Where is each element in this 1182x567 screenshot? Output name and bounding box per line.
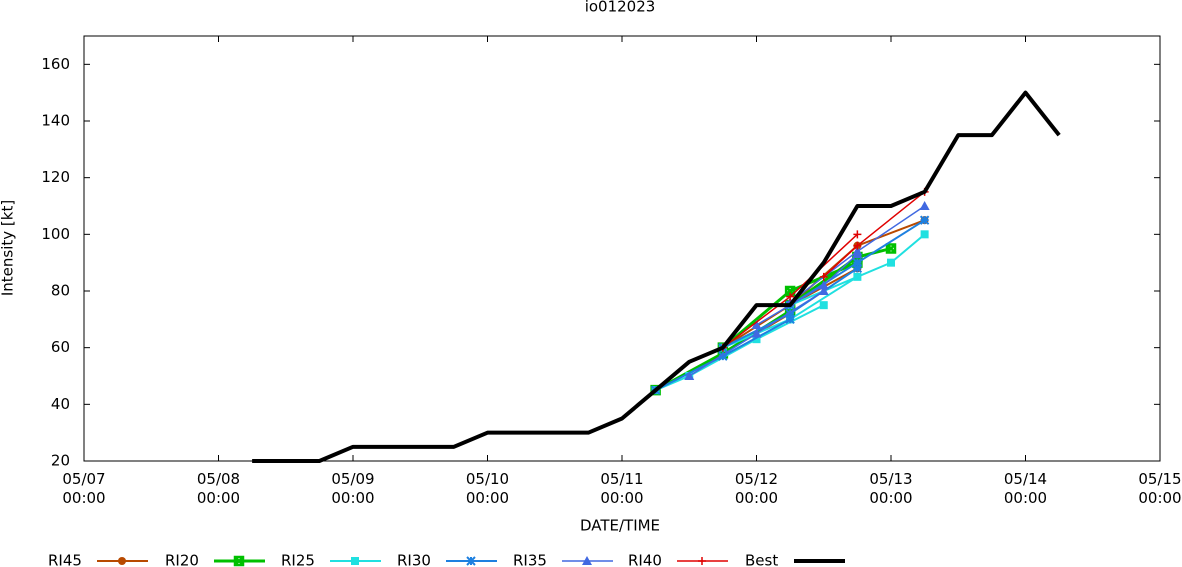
marker — [819, 301, 828, 310]
marker — [818, 280, 829, 290]
marker — [466, 556, 476, 566]
marker — [818, 286, 829, 295]
x-tick-label: 05/14 00:00 — [1004, 470, 1047, 507]
y-axis-label: Intensity [kt] — [0, 200, 17, 296]
legend-label: RI35 — [513, 552, 547, 567]
marker — [853, 230, 862, 239]
x-tick-label: 05/11 00:00 — [600, 470, 643, 507]
marker — [853, 241, 862, 250]
legend-label: Best — [745, 552, 778, 567]
marker — [852, 246, 863, 256]
marker — [582, 556, 592, 565]
legend-label: RI30 — [397, 552, 431, 567]
chart-title: io012023 — [585, 0, 656, 16]
x-tick-label: 05/10 00:00 — [466, 470, 509, 507]
series-line — [252, 90, 1061, 463]
y-tick-label: 40 — [51, 395, 70, 413]
marker — [785, 308, 795, 319]
x-tick-label: 05/15 00:00 — [1138, 470, 1181, 507]
marker — [785, 314, 795, 325]
marker — [752, 335, 761, 344]
x-tick-label: 05/12 00:00 — [735, 470, 778, 507]
marker — [887, 258, 895, 267]
x-tick-label: 05/13 00:00 — [869, 470, 912, 507]
marker — [852, 257, 863, 268]
x-tick-label: 05/08 00:00 — [197, 470, 240, 507]
marker — [919, 215, 930, 225]
y-tick-label: 20 — [51, 452, 70, 470]
legend-label: RI45 — [48, 552, 82, 567]
x-axis-label: DATE/TIME — [580, 517, 660, 535]
series-line — [722, 191, 926, 349]
marker — [920, 230, 929, 239]
marker — [118, 557, 126, 565]
marker — [786, 292, 795, 301]
y-tick-label: 120 — [41, 168, 70, 186]
marker — [698, 557, 706, 565]
marker — [233, 555, 245, 567]
legend-label: RI20 — [165, 552, 199, 567]
marker — [819, 272, 828, 281]
marker — [751, 328, 762, 338]
x-tick-label: 05/07 00:00 — [62, 470, 105, 507]
marker — [852, 263, 863, 274]
marker — [684, 371, 695, 380]
marker — [718, 351, 728, 361]
x-tick-label: 05/09 00:00 — [331, 470, 374, 507]
marker — [885, 243, 897, 254]
marker — [853, 272, 862, 281]
marker — [919, 201, 930, 210]
y-tick-label: 100 — [41, 225, 70, 243]
legend-label: RI40 — [628, 552, 662, 567]
y-tick-label: 160 — [41, 55, 70, 73]
y-tick-label: 140 — [41, 112, 70, 130]
y-tick-label: 60 — [51, 338, 70, 356]
y-tick-label: 80 — [51, 282, 70, 300]
legend-label: RI25 — [281, 552, 315, 567]
marker — [751, 320, 762, 329]
plot-frame — [83, 35, 1161, 462]
marker — [351, 557, 359, 565]
